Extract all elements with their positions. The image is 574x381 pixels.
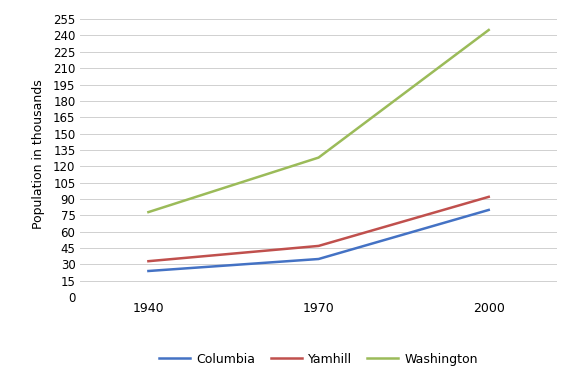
- Washington: [145, 210, 152, 215]
- Columbia: [315, 257, 322, 261]
- Yamhill: [145, 259, 152, 264]
- Legend: Columbia, Yamhill, Washington: Columbia, Yamhill, Washington: [154, 348, 483, 371]
- Washington: [485, 28, 492, 32]
- Line: Columbia: Columbia: [149, 210, 488, 271]
- Columbia: [485, 208, 492, 212]
- Yamhill: [485, 195, 492, 199]
- Columbia: [145, 269, 152, 273]
- Washington: [315, 155, 322, 160]
- Yamhill: [315, 243, 322, 248]
- Line: Yamhill: Yamhill: [149, 197, 488, 261]
- Y-axis label: Population in thousands: Population in thousands: [32, 79, 45, 229]
- Line: Washington: Washington: [149, 30, 488, 212]
